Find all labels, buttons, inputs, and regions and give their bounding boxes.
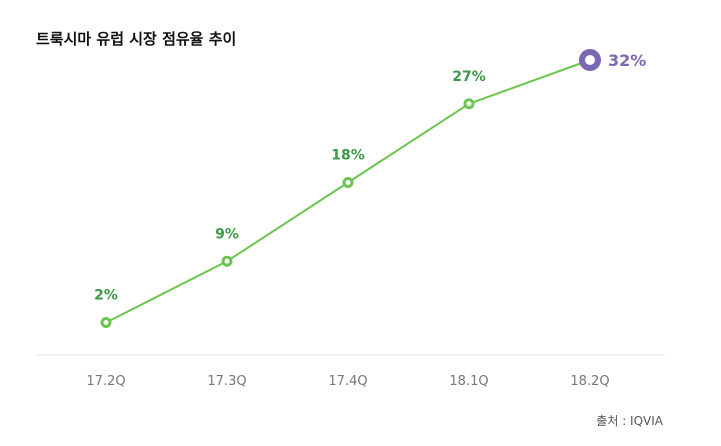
data-point	[342, 177, 354, 188]
series-line	[105, 59, 591, 324]
data-point-highlight	[579, 49, 601, 71]
data-label: 27%	[452, 69, 486, 85]
x-tick-label: 17.3Q	[207, 374, 246, 389]
data-point	[100, 317, 112, 328]
x-tick-labels: 17.2Q 17.3Q 17.4Q 18.1Q 18.2Q	[86, 374, 609, 389]
x-tick-label: 18.1Q	[449, 374, 488, 389]
data-point	[463, 98, 475, 110]
data-label: 18%	[331, 148, 365, 164]
data-point	[221, 255, 233, 267]
data-labels: 2% 9% 18% 27% 32%	[94, 51, 646, 304]
data-points	[100, 49, 601, 328]
x-tick-label: 18.2Q	[570, 374, 609, 389]
source-note: 출처 : IQVIA	[596, 414, 663, 428]
data-label-highlight: 32%	[608, 51, 646, 70]
data-label: 9%	[215, 226, 239, 242]
chart-title: 트룩시마 유럽 시장 점유율 추이	[36, 30, 237, 48]
x-tick-label: 17.4Q	[328, 374, 367, 389]
data-label: 2%	[94, 288, 118, 304]
x-tick-label: 17.2Q	[86, 374, 125, 389]
